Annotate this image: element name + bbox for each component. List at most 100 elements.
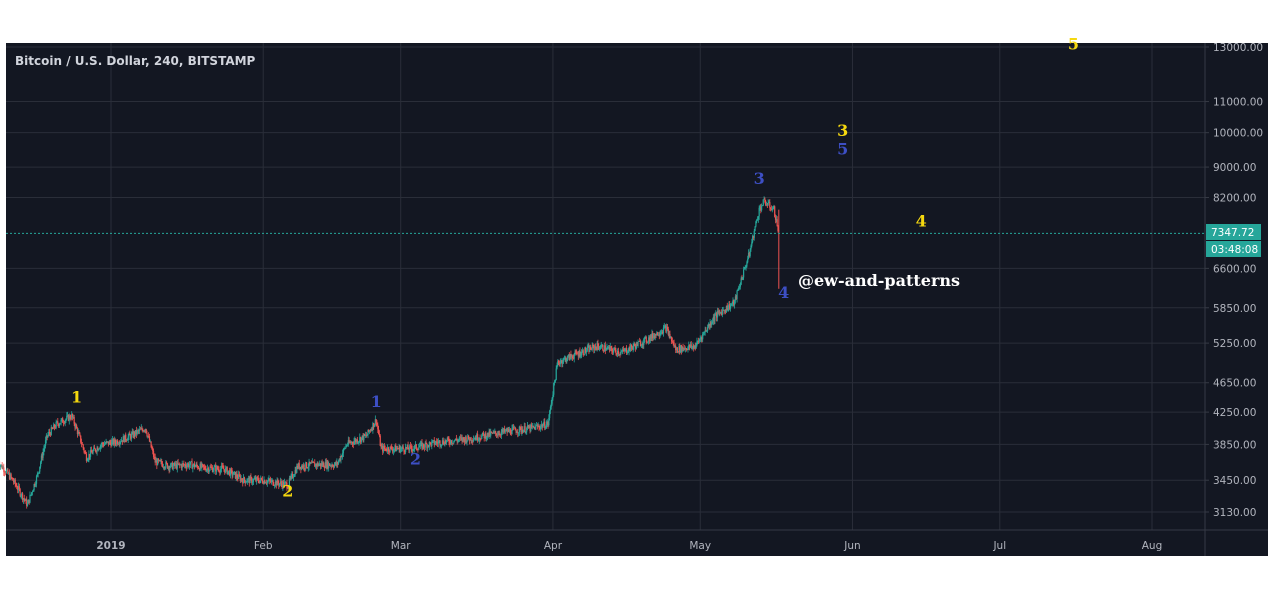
- candle-body: [756, 220, 758, 222]
- candle-body: [289, 478, 291, 479]
- candle-body: [416, 448, 418, 450]
- candle-body: [53, 424, 55, 429]
- candle-body: [703, 332, 705, 333]
- candle-body: [204, 466, 206, 470]
- candle-body: [224, 468, 227, 473]
- candle-body: [125, 439, 128, 441]
- candle-body: [688, 344, 690, 348]
- candle-body: [549, 406, 552, 411]
- candle-body: [44, 440, 47, 447]
- candle-body: [641, 343, 643, 346]
- candle-body: [330, 465, 332, 467]
- candle-body: [373, 424, 376, 427]
- candle-body: [167, 466, 169, 469]
- candle-body: [648, 337, 650, 342]
- candle-body: [399, 446, 401, 453]
- candle-body: [607, 347, 609, 349]
- x-tick-label: Mar: [391, 540, 411, 552]
- candle-body: [288, 478, 291, 486]
- candle-body: [406, 445, 408, 449]
- candle-body: [640, 345, 642, 347]
- candle-body: [54, 427, 56, 429]
- candle-body: [42, 451, 44, 458]
- candle-body: [10, 474, 12, 478]
- candle-body: [589, 346, 592, 350]
- candle-body: [547, 421, 549, 426]
- candle-body: [170, 463, 172, 468]
- candle-body: [643, 337, 646, 340]
- candle-body: [347, 440, 349, 445]
- candle-body: [606, 347, 608, 350]
- candle-body: [291, 473, 293, 476]
- candle-body: [284, 482, 286, 483]
- candle-body: [634, 345, 637, 349]
- candle-body: [765, 204, 768, 206]
- candle-body: [541, 424, 543, 428]
- candle-body: [143, 430, 145, 432]
- candle-body: [689, 344, 691, 348]
- candle-body: [514, 427, 516, 431]
- candle-body: [542, 425, 544, 428]
- candle-body: [324, 467, 326, 468]
- candle-body: [463, 437, 465, 439]
- candle-body: [191, 461, 193, 469]
- candle-body: [445, 440, 448, 443]
- candle-body: [590, 349, 592, 351]
- candle-body: [364, 434, 366, 436]
- candle-body: [657, 335, 660, 336]
- candle-body: [755, 221, 757, 227]
- candle-body: [346, 445, 348, 446]
- candle-body: [22, 493, 24, 500]
- candle-body: [272, 480, 274, 486]
- candle-body: [518, 426, 520, 433]
- candle-body: [40, 455, 43, 463]
- candle-body: [714, 315, 716, 321]
- candle-body: [505, 429, 507, 431]
- candle-body: [49, 433, 52, 436]
- candle-body: [671, 336, 673, 342]
- candle-body: [115, 442, 117, 445]
- candle-body: [93, 447, 95, 451]
- candle-body: [83, 447, 85, 452]
- candle-body: [199, 463, 201, 471]
- candle-body: [21, 493, 23, 496]
- candle-body: [559, 362, 561, 365]
- candle-body: [14, 479, 16, 485]
- candle-body: [111, 441, 113, 447]
- candle-body: [185, 466, 187, 468]
- candle-body: [299, 466, 301, 469]
- candle-body: [390, 446, 392, 448]
- candle-body: [538, 425, 540, 428]
- candle-body: [429, 442, 431, 443]
- candle-body: [187, 463, 189, 466]
- candle-body: [34, 484, 36, 486]
- candle-body: [719, 311, 721, 313]
- candle-body: [578, 350, 580, 357]
- candle-body: [571, 356, 574, 359]
- candle-body: [540, 424, 543, 427]
- candle-body: [616, 351, 619, 355]
- candle-body: [313, 462, 315, 464]
- y-tick-label: 13000.00: [1213, 42, 1263, 54]
- candle-body: [738, 286, 741, 288]
- candle-body: [2, 467, 4, 469]
- candle-body: [181, 463, 183, 468]
- candle-body: [720, 312, 723, 315]
- candle-body: [393, 448, 395, 450]
- candle-body: [411, 448, 413, 451]
- y-axis[interactable]: 3130.00 3450.00 3850.00 4250.00 4650.00 5250.…: [1205, 42, 1263, 519]
- candle-body: [345, 445, 347, 449]
- x-axis[interactable]: 2019 Feb Mar Apr May Jun Jul Aug: [96, 540, 1162, 552]
- candle-body: [52, 428, 54, 430]
- candle-body: [424, 442, 426, 448]
- candle-body: [145, 429, 147, 433]
- candle-body: [318, 464, 320, 466]
- candle-body: [632, 346, 634, 350]
- candle-body: [122, 436, 124, 442]
- candle-body: [423, 443, 425, 447]
- candle-body: [564, 357, 566, 359]
- candle-body: [672, 341, 674, 343]
- candle-body: [179, 464, 182, 466]
- candle-body: [62, 418, 64, 423]
